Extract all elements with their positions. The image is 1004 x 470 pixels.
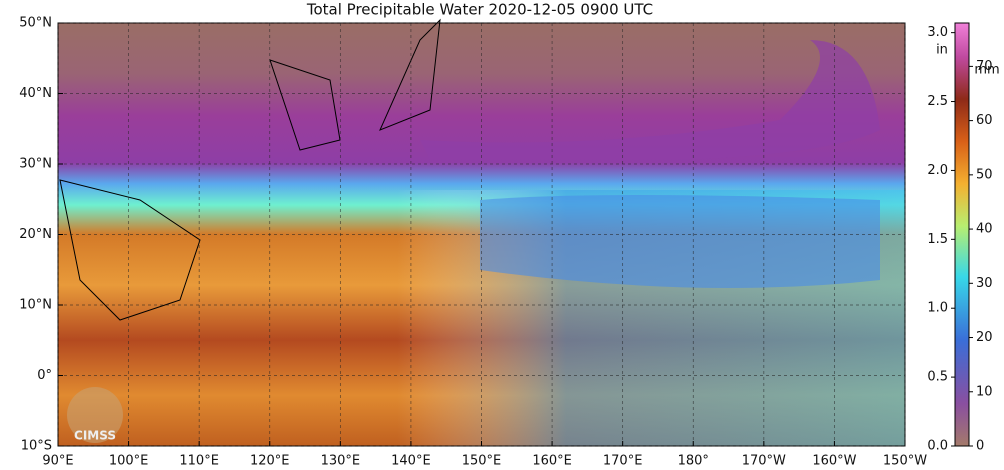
lon-label: 150°E — [462, 454, 502, 469]
colorbar-in-label: 1.0 — [927, 301, 948, 316]
colorbar-mm-label: 0 — [976, 439, 984, 454]
colorbar-mm-label: 50 — [976, 167, 993, 182]
colorbar-mm-label: 10 — [976, 384, 993, 399]
colorbar-mm-label: 60 — [976, 113, 993, 128]
lon-label: 180° — [678, 454, 709, 469]
colorbar — [954, 22, 970, 447]
lat-label: 30°N — [19, 157, 52, 172]
colorbar-in-label: 2.5 — [927, 94, 948, 109]
unit-mm: mm — [974, 63, 999, 78]
colorbar-in-label: 2.0 — [927, 163, 948, 178]
lon-label: 140°E — [391, 454, 431, 469]
colorbar-mm-label: 70 — [976, 59, 993, 74]
colorbar-in-label: 3.0 — [927, 25, 948, 40]
logo-text: CIMSS — [74, 429, 116, 443]
dry-band — [480, 195, 880, 288]
logo: CIMSS — [67, 387, 123, 443]
lon-label: 130°E — [321, 454, 361, 469]
lon-label: 110°E — [179, 454, 219, 469]
lon-label: 160°W — [812, 454, 856, 469]
colorbar-in-label: 0.5 — [927, 370, 948, 385]
lon-label: 120°E — [250, 454, 290, 469]
colorbar-mm-label: 30 — [976, 276, 993, 291]
colorbar-in-label: 1.5 — [927, 232, 948, 247]
lat-label: 20°N — [19, 227, 52, 242]
lon-label: 160°E — [532, 454, 572, 469]
unit-in: in — [936, 43, 948, 58]
lon-label: 170°W — [742, 454, 786, 469]
lon-label: 150°W — [883, 454, 927, 469]
colorbar-mm-label: 40 — [976, 222, 993, 237]
lat-label: 10°N — [19, 298, 52, 313]
lat-label: 10°S — [21, 439, 52, 454]
lat-label: 50°N — [19, 16, 52, 31]
lon-label: 170°E — [603, 454, 643, 469]
lat-label: 40°N — [19, 86, 52, 101]
storm — [420, 40, 880, 162]
title: Total Precipitable Water 2020-12-05 0900… — [306, 1, 653, 19]
lon-label: 90°E — [42, 454, 73, 469]
colorbar-mm-label: 20 — [976, 330, 993, 345]
logo-badge — [67, 387, 123, 443]
colorbar-in-label: 0.0 — [927, 439, 948, 454]
lon-label: 100°E — [109, 454, 149, 469]
lat-label: 0° — [37, 368, 52, 383]
